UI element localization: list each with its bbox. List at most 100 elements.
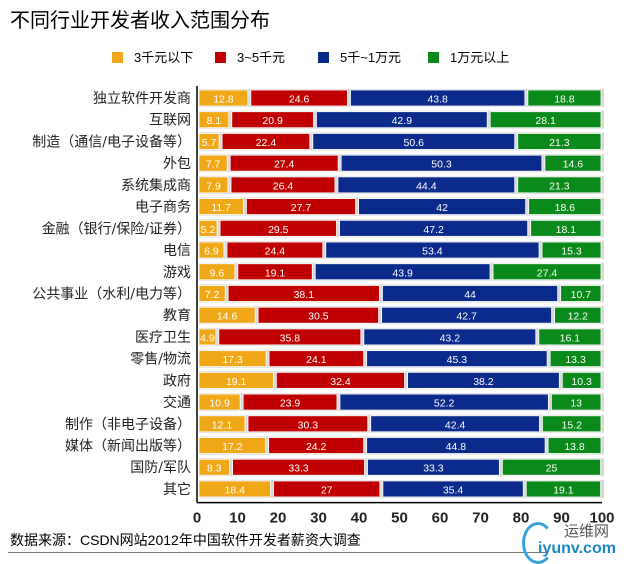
data-label: 43.8: [427, 94, 448, 106]
category-label: 制作（非电子设备）: [65, 416, 191, 433]
bar-segment: [316, 111, 488, 129]
data-label: 18.1: [556, 224, 577, 236]
data-label: 6.9: [204, 246, 219, 258]
data-label: 42.7: [456, 311, 477, 323]
data-label: 38.2: [473, 376, 494, 388]
data-label: 27: [321, 484, 333, 496]
data-label: 12.8: [213, 94, 234, 106]
data-label: 18.8: [554, 94, 575, 106]
category-label: 教育: [163, 308, 191, 324]
bar-segment: [407, 371, 560, 389]
bar-segment: [339, 393, 549, 411]
data-label: 35.8: [280, 332, 301, 344]
bar-segment: [198, 133, 220, 150]
bar-segment: [275, 371, 405, 389]
bar-segment: [250, 89, 348, 107]
data-label: 5.7: [202, 137, 217, 149]
bar-segment: [237, 263, 313, 281]
bar-segment: [350, 89, 526, 107]
bar-segment: [382, 285, 559, 302]
bar-segment: [219, 219, 337, 237]
bar-segment: [198, 480, 271, 498]
category-label: 政府: [163, 373, 191, 389]
category-label: 制造（通信/电子设备等）: [32, 133, 191, 150]
bar-segment: [549, 350, 602, 368]
data-label: 42.4: [445, 419, 466, 431]
data-label: 24.4: [265, 246, 286, 258]
legend-swatch: [112, 52, 123, 63]
bar-segment: [340, 154, 543, 172]
category-label: 国防/军队: [130, 460, 191, 476]
data-label: 4.9: [200, 332, 215, 344]
bar-segment: [232, 458, 365, 476]
bar-segment: [528, 198, 602, 216]
data-label: 27.7: [291, 202, 312, 214]
data-label: 15.3: [561, 246, 582, 258]
data-label: 30.5: [308, 311, 329, 323]
watermark-logo: 运维网 iyunv.com: [518, 518, 626, 564]
x-tick-label: 60: [432, 510, 449, 527]
data-label: 15.2: [562, 419, 583, 431]
bar-segment: [492, 263, 602, 281]
data-label: 26.4: [273, 180, 294, 192]
bar-segment: [198, 328, 217, 346]
x-tick-label: 0: [193, 510, 201, 527]
category-label: 金融（银行/保险/证券）: [42, 221, 191, 237]
bar-segment: [538, 328, 602, 346]
data-label: 24.1: [306, 354, 327, 366]
data-label: 19.1: [265, 267, 286, 279]
bar-segment: [257, 306, 380, 324]
data-label: 47.2: [423, 224, 444, 236]
bar-segment: [198, 306, 256, 324]
data-label: 38.1: [294, 289, 315, 301]
data-label: 45.3: [447, 354, 468, 366]
bar-segment: [198, 241, 225, 259]
data-label: 10.7: [571, 289, 592, 301]
legend-label: 3千元以下: [134, 50, 193, 65]
bar-segment: [198, 415, 246, 433]
category-label: 外包: [163, 156, 191, 172]
bar-segment: [198, 458, 231, 476]
data-label: 16.1: [560, 332, 581, 344]
x-tick-label: 80: [513, 510, 530, 527]
data-label: 7.9: [206, 180, 221, 192]
legend-swatch: [318, 52, 329, 63]
category-label: 公共事业（水利/电力等）: [32, 285, 191, 302]
category-label: 独立软件开发商: [93, 91, 191, 107]
legend-swatch: [428, 52, 439, 63]
bar-segment: [226, 241, 324, 259]
bar-segment: [541, 241, 602, 259]
data-label: 42: [436, 202, 448, 214]
bar-segment: [382, 480, 524, 498]
data-label: 25: [546, 463, 558, 475]
data-label: 44: [464, 289, 476, 301]
data-label: 21.3: [549, 180, 570, 192]
data-label: 12.1: [212, 419, 233, 431]
x-tick-label: 70: [472, 510, 489, 527]
bar-segment: [231, 111, 314, 129]
data-label: 27.4: [274, 159, 295, 171]
bar-segment: [363, 328, 537, 346]
bar-segment: [312, 133, 516, 150]
bar-segment: [367, 458, 500, 476]
x-tick-label: 90: [553, 510, 570, 527]
bar-segment: [268, 350, 365, 368]
data-label: 27.4: [537, 267, 558, 279]
bar-segment: [229, 154, 339, 172]
bar-segment: [198, 219, 218, 237]
data-label: 43.9: [392, 267, 413, 279]
bar-segment: [339, 219, 529, 237]
bar-segment: [245, 198, 356, 216]
data-label: 19.1: [553, 484, 574, 496]
data-label: 11.7: [211, 202, 231, 214]
data-label: 18.6: [555, 202, 576, 214]
x-tick-label: 40: [351, 510, 368, 527]
data-label: 43.2: [440, 332, 461, 344]
bar-segment: [230, 176, 336, 194]
legend-label: 3~5千元: [237, 50, 285, 65]
bar-segment: [542, 415, 602, 433]
bar-segment: [489, 111, 602, 129]
bar-segment: [554, 306, 602, 324]
data-label: 14.6: [563, 159, 584, 171]
legend-label: 5千~1万元: [340, 50, 401, 65]
